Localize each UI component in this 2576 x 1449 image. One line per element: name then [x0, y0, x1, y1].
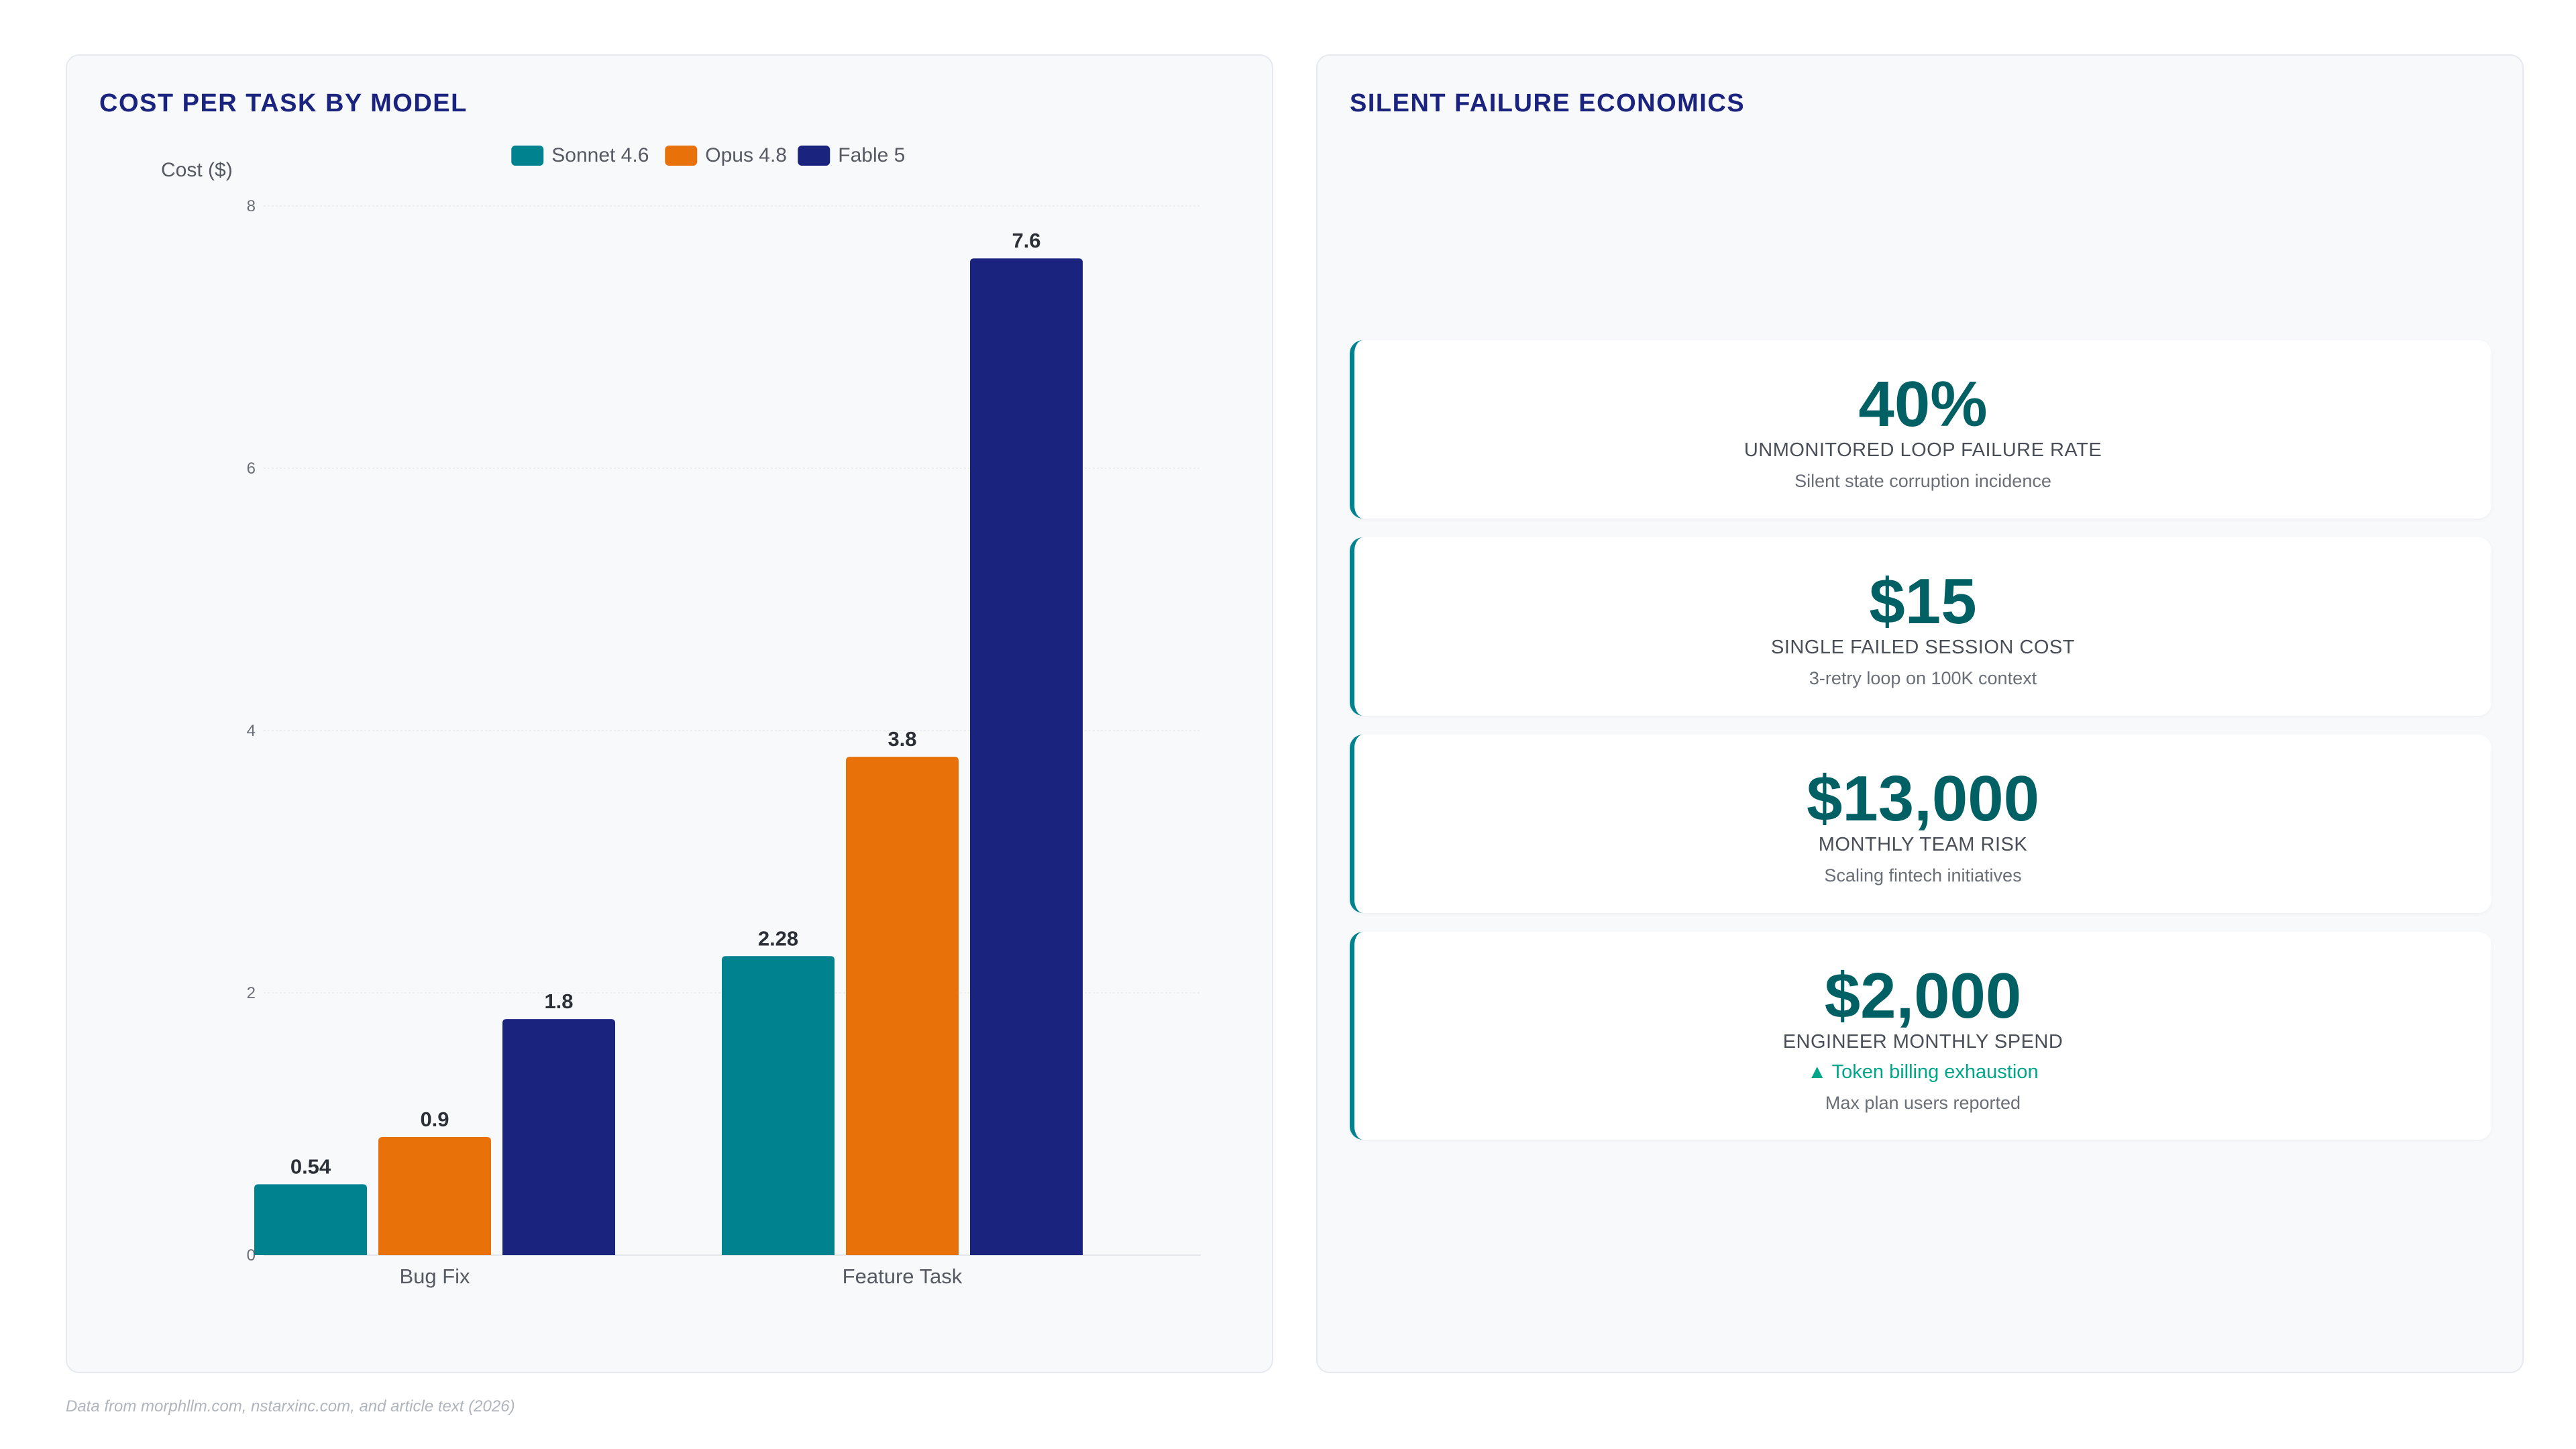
bar [502, 1019, 615, 1255]
kpi-label: ENGINEER MONTHLY SPEND [1782, 1031, 2063, 1053]
data-label: 0.54 [290, 1155, 331, 1178]
kpi-card-engineer-spend: $2,000 ENGINEER MONTHLY SPEND ▲ Token bi… [1350, 932, 2491, 1140]
kpi-card-failure-rate: 40% UNMONITORED LOOP FAILURE RATE Silent… [1350, 340, 2491, 519]
data-label: 2.28 [758, 926, 798, 950]
legend-label: Sonnet 4.6 [551, 144, 649, 166]
kpi-value: 40% [1858, 368, 1988, 440]
bar [254, 1184, 367, 1255]
legend-swatch [798, 146, 830, 166]
y-tick-label: 2 [247, 984, 256, 1002]
data-label: 0.9 [420, 1108, 449, 1131]
bar [722, 956, 835, 1255]
x-tick-label: Bug Fix [399, 1265, 470, 1288]
failure-economics-panel: SILENT FAILURE ECONOMICS 40% UNMONITORED… [1316, 54, 2524, 1373]
kpi-subtext: Scaling fintech initiatives [1824, 865, 2022, 885]
legend-label: Fable 5 [838, 144, 905, 166]
kpi-value: $13,000 [1806, 763, 2039, 835]
kpi-subtext: Silent state corruption incidence [1794, 471, 2051, 491]
cost-chart-panel: COST PER TASK BY MODEL 0 2 4 6 8 Cost ($) Sonn… [66, 54, 1273, 1373]
kpi-label: MONTHLY TEAM RISK [1818, 834, 2028, 855]
bar [846, 757, 959, 1255]
kpi-subtext: 3-retry loop on 100K context [1809, 668, 2037, 688]
kpi-value: $2,000 [1824, 960, 2022, 1032]
kpi-trend-indicator: ▲ Token billing exhaustion [1807, 1061, 2039, 1083]
economics-title: SILENT FAILURE ECONOMICS [1350, 89, 1746, 117]
bar [378, 1137, 491, 1255]
kpi-label: UNMONITORED LOOP FAILURE RATE [1743, 439, 2102, 461]
legend-swatch [511, 146, 544, 166]
kpi-label: SINGLE FAILED SESSION COST [1771, 637, 2075, 658]
y-tick-label: 4 [247, 722, 256, 740]
kpi-card-team-risk: $13,000 MONTHLY TEAM RISK Scaling fintec… [1350, 735, 2491, 913]
y-axis-label: Cost ($) [161, 159, 233, 181]
legend-label: Opus 4.8 [705, 144, 787, 166]
kpi-card-session-cost: $15 SINGLE FAILED SESSION COST 3-retry l… [1350, 537, 2491, 716]
kpi-value: $15 [1869, 566, 1977, 637]
y-tick-label: 0 [247, 1246, 256, 1265]
legend-swatch [665, 146, 698, 166]
data-label: 1.8 [544, 989, 573, 1013]
chart-title: COST PER TASK BY MODEL [99, 89, 468, 117]
y-tick-label: 6 [247, 460, 256, 478]
y-tick-label: 8 [247, 197, 256, 215]
data-label: 3.8 [888, 727, 916, 751]
data-label: 7.6 [1012, 229, 1040, 252]
kpi-subtext: Max plan users reported [1825, 1093, 2021, 1113]
x-tick-label: Feature Task [843, 1265, 963, 1288]
cost-bar-chart: 0 2 4 6 8 Cost ($) Sonnet 4.6 Opus 4.8 Fable 5 0.… [161, 144, 1201, 1288]
data-source-note: Data from morphllm.com, nstarxinc.com, a… [66, 1397, 515, 1415]
bar [970, 258, 1083, 1256]
